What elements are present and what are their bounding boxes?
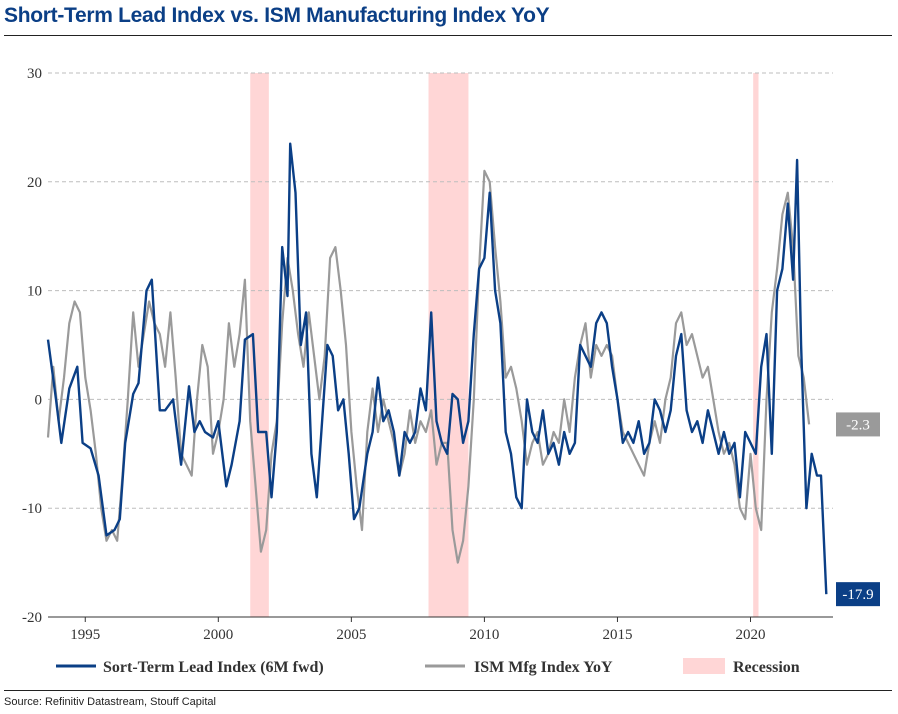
y-tick-label: -10 <box>22 501 42 517</box>
legend-recession-swatch <box>683 658 725 674</box>
y-tick-label: 20 <box>27 175 42 191</box>
title-rule <box>4 35 892 36</box>
x-tick-label: 2005 <box>336 627 366 643</box>
x-tick-label: 2015 <box>602 627 632 643</box>
lead-index-line <box>46 142 828 595</box>
x-tick-label: 2010 <box>469 627 499 643</box>
lead-end-label: -17.9 <box>842 587 873 603</box>
y-tick-label: 0 <box>35 392 43 408</box>
source-rule <box>4 690 892 691</box>
y-tick-label: 30 <box>27 66 42 82</box>
lead-end-label-box <box>836 582 880 607</box>
x-tick-label: 1995 <box>70 627 100 643</box>
recession-band <box>753 73 759 617</box>
x-tick-label: 2020 <box>736 627 766 643</box>
y-tick-label: 10 <box>27 284 42 300</box>
ism-index-line <box>46 169 811 564</box>
source-note: Source: Refinitiv Datastream, Stouff Cap… <box>4 696 216 708</box>
y-tick-label: -20 <box>22 610 42 626</box>
legend-ism-label: ISM Mfg Index YoY <box>474 659 613 676</box>
legend-lead-label: Sort-Term Lead Index (6M fwd) <box>103 659 324 676</box>
recession-band <box>428 73 469 617</box>
legend-recession-label: Recession <box>733 659 800 676</box>
x-tick-label: 2000 <box>203 627 233 643</box>
chart-title: Short-Term Lead Index vs. ISM Manufactur… <box>4 4 550 27</box>
ism-end-label: -2.3 <box>846 417 870 433</box>
ism-end-label-box <box>836 412 880 437</box>
